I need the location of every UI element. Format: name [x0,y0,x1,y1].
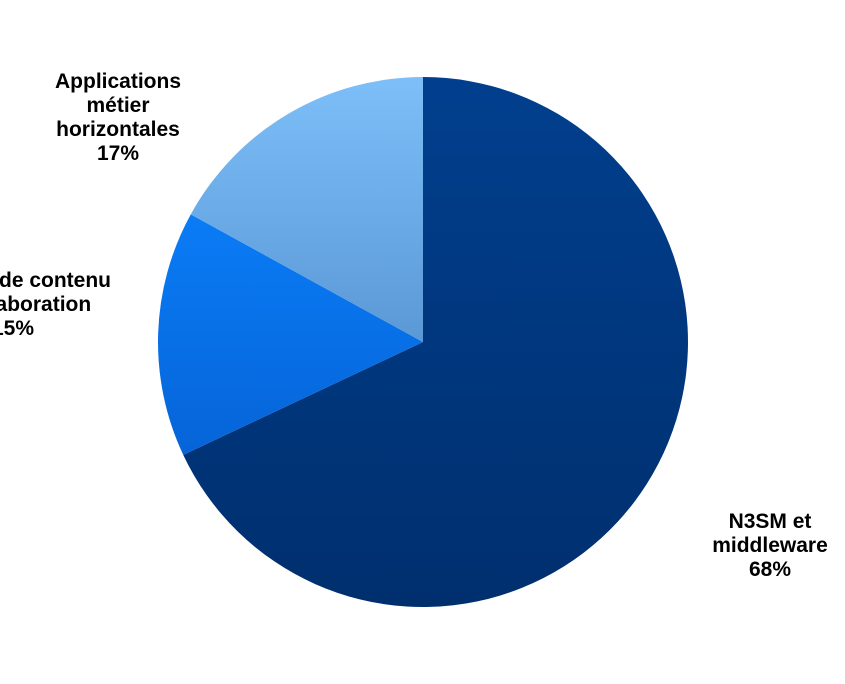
slice-percent: 17% [55,142,181,166]
slice-label-line: Gestion de contenu [0,269,111,293]
slice-label-line: middleware [712,534,828,558]
slice-label-line: N3SM et [712,510,828,534]
slice-label-line: et collaboration [0,293,111,317]
slice-percent: 15% [0,317,111,341]
slice-label-applications: Applications métier horizontales 17% [55,70,181,166]
slice-label-gestion: Gestion de contenu et collaboration 15% [0,269,111,341]
slice-label-line: horizontales [55,118,181,142]
slice-label-n3sm: N3SM et middleware 68% [712,510,828,582]
slice-label-line: métier [55,94,181,118]
slice-label-line: Applications [55,70,181,94]
slice-percent: 68% [712,558,828,582]
